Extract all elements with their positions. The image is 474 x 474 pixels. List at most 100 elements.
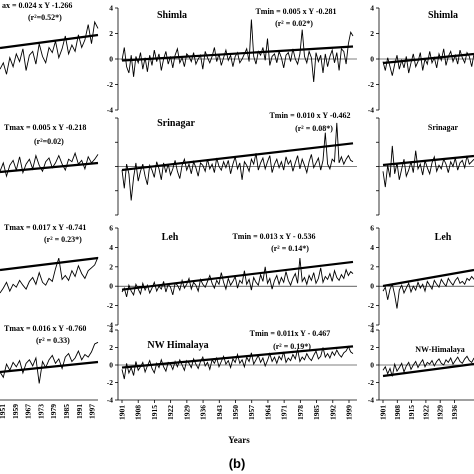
right-trend-line [382,268,474,288]
middle-x-tick-label: 1985 [312,405,321,420]
tmin-equation: Tmin = 0.005 x Y -0.281 [255,7,336,16]
right-y-axis-tick-label: -4 [368,396,374,405]
right-trend-line [382,362,474,378]
middle-y-axis-tick-label: 2 [109,262,113,271]
middle-x-tick-label: 1999 [345,405,354,420]
right-y-axis-tick-label: 2 [370,343,374,352]
right-y-axis-tick-label: -2 [368,80,374,89]
middle-x-tick-label: 1922 [166,405,175,420]
left-x-tick-label: 1991 [75,404,84,419]
right-trend-line [382,154,474,167]
tmin-r2: (r² = 0.14*) [271,244,309,253]
tmin-equation: Tmin = 0.013 x Y - 0.536 [232,232,315,241]
left-x-tick-label: 1959 [11,404,20,419]
middle-y-axis-tick-label: 2 [109,29,113,38]
middle-y-axis-tick-label: -4 [107,396,113,405]
tmin-trend-line [121,45,354,62]
middle-x-tick-label: 1929 [182,405,191,420]
tmax-series [0,341,99,384]
right-region-label: NW-Himalaya [415,345,464,354]
tmax-trend-line [0,161,99,174]
middle-x-tick-label: 1901 [118,405,127,420]
middle-x-tick-label: 1943 [215,405,224,420]
right-y-axis-tick-label: 0 [370,282,374,291]
tmin-series-nw-himalaya [121,345,354,380]
tmax-trend-line [0,256,99,272]
right-y-axis-tick-label: 4 [370,243,374,252]
middle-y-axis-tick-label: -2 [107,301,113,310]
x-axis-label: Years [228,435,250,445]
tmax-equation: ax = 0.024 x Y -1.266 [2,1,72,10]
region-label: NW Himalaya [147,340,208,351]
tmax-series [0,256,99,294]
tmax-r2: (r² = 0.23*) [44,235,82,244]
tmin-r2: (r² = 0.19*) [273,342,311,351]
middle-y-axis-tick-label: 4 [109,326,113,335]
left-x-tick-label: 1951 [0,404,7,419]
tmax-r2: (r²=0.02) [34,137,64,146]
middle-x-tick-label: 1908 [134,405,143,420]
right-x-tick-label: 1908 [393,405,402,420]
left-x-tick-label: 1973 [36,404,45,419]
right-x-tick-label: 1929 [436,405,445,420]
region-label: Leh [162,232,179,243]
tmin-r2: (r² = 0.08*) [295,124,333,133]
right-y-axis-tick-label: 2 [370,262,374,271]
right-y-axis-tick-label: 0 [370,55,374,64]
middle-y-axis-tick-label: 0 [109,55,113,64]
right-series [382,275,474,309]
right-x-tick-label: 1915 [407,405,416,420]
middle-x-tick-label: 1936 [199,405,208,420]
figure-caption: (b) [229,456,246,471]
tmax-r2: (r²=0.52*) [28,13,62,22]
tmin-r2: (r² = 0.02*) [275,19,313,28]
middle-x-tick-label: 1957 [247,405,256,420]
tmax-trend-line [0,33,99,50]
right-y-axis-tick-label: -4 [368,321,374,330]
tmax-r2: (r² = 0.33) [36,336,70,345]
right-x-tick-label: 1922 [421,405,430,420]
middle-x-tick-label: 1971 [280,405,289,420]
right-trend-line [382,52,474,65]
middle-y-axis-tick-label: -4 [107,321,113,330]
right-y-axis-tick-label: 4 [370,326,374,335]
region-label: Shimla [157,10,187,21]
middle-y-axis-tick-label: 6 [109,224,113,233]
left-x-tick-label: 1985 [62,404,71,419]
middle-y-axis-tick-label: -2 [107,378,113,387]
middle-x-tick-label: 1950 [231,405,240,420]
tmax-equation: Tmax = 0.016 x Y -0.760 [4,324,86,333]
middle-y-axis-tick-label: -2 [107,80,113,89]
right-y-axis-tick-label: -4 [368,106,374,115]
middle-x-tick-label: 1978 [296,405,305,420]
right-region-label: Leh [435,232,452,243]
middle-y-axis-tick-label: 2 [109,343,113,352]
middle-x-tick-label: 1964 [263,405,272,420]
middle-y-axis-tick-label: 0 [109,361,113,370]
region-label: Srinagar [157,118,195,129]
tmax-trend-line [0,360,99,374]
middle-y-axis-tick-label: 4 [109,4,113,13]
middle-y-axis-tick-label: -4 [107,106,113,115]
tmin-series-shimla [121,19,354,83]
tmin-trend-line [121,260,354,291]
left-x-tick-label: 1979 [49,404,58,419]
right-x-tick-label: 1936 [450,405,459,420]
left-x-tick-label: 1967 [24,404,33,419]
right-y-axis-tick-label: 2 [370,29,374,38]
tmin-trend-line [121,345,354,369]
tmax-series [0,20,99,75]
right-y-axis-tick-label: -2 [368,378,374,387]
tmin-equation: Tmin = 0.011x Y - 0.467 [250,329,331,338]
right-y-axis-tick-label: -2 [368,301,374,310]
tmax-equation: Tmax = 0.017 x Y -0.741 [4,223,86,232]
right-y-axis-tick-label: 6 [370,224,374,233]
right-region-label: Srinagar [428,123,459,132]
right-y-axis-tick-label: 0 [370,361,374,370]
right-x-tick-label: 1901 [379,405,388,420]
middle-y-axis-tick-label: 4 [109,243,113,252]
left-x-tick-label: 1997 [88,404,97,419]
right-series [382,355,474,377]
tmin-equation: Tmin = 0.010 x Y -0.462 [269,111,350,120]
